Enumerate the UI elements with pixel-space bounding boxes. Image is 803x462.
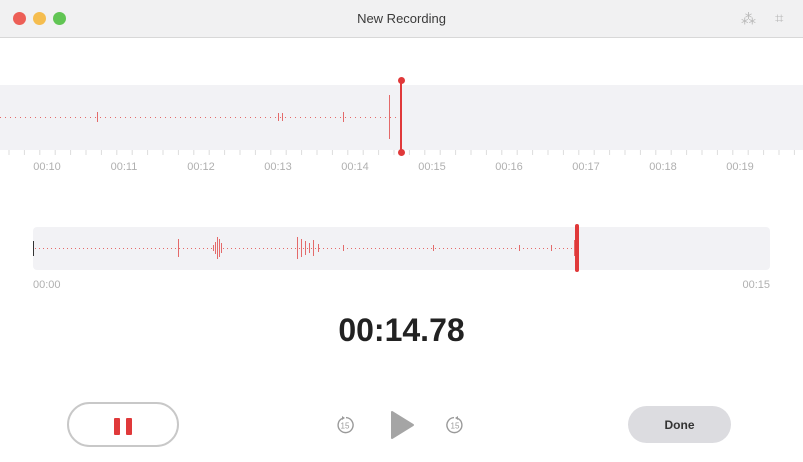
- playhead[interactable]: [400, 81, 402, 153]
- waveform-spike: [97, 112, 98, 122]
- pause-icon: [114, 418, 120, 435]
- overview-start-marker: [33, 241, 34, 256]
- timeline-tick-label: 00:17: [572, 161, 600, 173]
- timeline-tick-label: 00:10: [33, 161, 61, 173]
- skip-back-15-icon[interactable]: 15: [335, 415, 355, 435]
- overview-spike: [318, 244, 319, 252]
- overview-spike: [551, 245, 552, 251]
- waveform-spike: [278, 113, 279, 121]
- timeline-tick-label: 00:12: [187, 161, 215, 173]
- overview-waveform[interactable]: [33, 227, 770, 270]
- minimize-button[interactable]: [33, 12, 46, 25]
- zoom-button[interactable]: [53, 12, 66, 25]
- waveform-baseline: [0, 117, 400, 118]
- window-title: New Recording: [357, 11, 446, 26]
- overview-spike: [178, 239, 179, 257]
- overview-spike: [305, 241, 306, 255]
- pause-icon-bar: [126, 418, 132, 435]
- timeline-tick-label: 00:13: [264, 161, 292, 173]
- timeline-tick-label: 00:19: [726, 161, 754, 173]
- overview-spike: [213, 245, 214, 251]
- overview-spike: [297, 237, 298, 259]
- done-button[interactable]: Done: [628, 406, 731, 443]
- waveform-spike: [389, 95, 390, 139]
- overview-spike: [574, 240, 575, 256]
- time-ruler: [8, 150, 795, 155]
- overview-spike: [433, 245, 434, 251]
- overview-spike: [219, 239, 220, 257]
- overview-end-label: 00:15: [742, 279, 770, 291]
- skip-forward-15-icon[interactable]: 15: [445, 415, 465, 435]
- overview-start-label: 00:00: [33, 279, 61, 291]
- skip-forward-label: 15: [451, 422, 460, 431]
- overview-spike: [221, 243, 222, 253]
- waveform-spike: [282, 113, 283, 121]
- timeline-tick-label: 00:14: [341, 161, 369, 173]
- overview-spike: [313, 240, 314, 256]
- trim-icon[interactable]: ⌗: [775, 10, 784, 27]
- pause-button[interactable]: [67, 402, 179, 447]
- timeline-tick-label: 00:16: [495, 161, 523, 173]
- playhead-top-handle[interactable]: [398, 77, 405, 84]
- waveform-spike: [343, 112, 344, 122]
- play-button[interactable]: [389, 410, 415, 440]
- overview-playhead[interactable]: [575, 224, 579, 272]
- overview-spike: [519, 245, 520, 251]
- overview-spike: [309, 243, 310, 253]
- overview-spike: [301, 239, 302, 257]
- elapsed-time: 00:14.78: [338, 312, 465, 348]
- playhead-bottom-handle[interactable]: [398, 149, 405, 156]
- close-button[interactable]: [13, 12, 26, 25]
- overview-spike: [215, 242, 216, 254]
- overview-spike: [217, 237, 218, 259]
- overview-spike: [343, 245, 344, 251]
- title-bar: New Recording ⁂ ⌗: [0, 0, 803, 38]
- timeline-tick-label: 00:11: [110, 161, 138, 173]
- timeline-tick-label: 00:18: [649, 161, 677, 173]
- timeline-tick-label: 00:15: [418, 161, 446, 173]
- enhance-icon[interactable]: ⁂: [741, 11, 756, 28]
- skip-back-label: 15: [341, 422, 350, 431]
